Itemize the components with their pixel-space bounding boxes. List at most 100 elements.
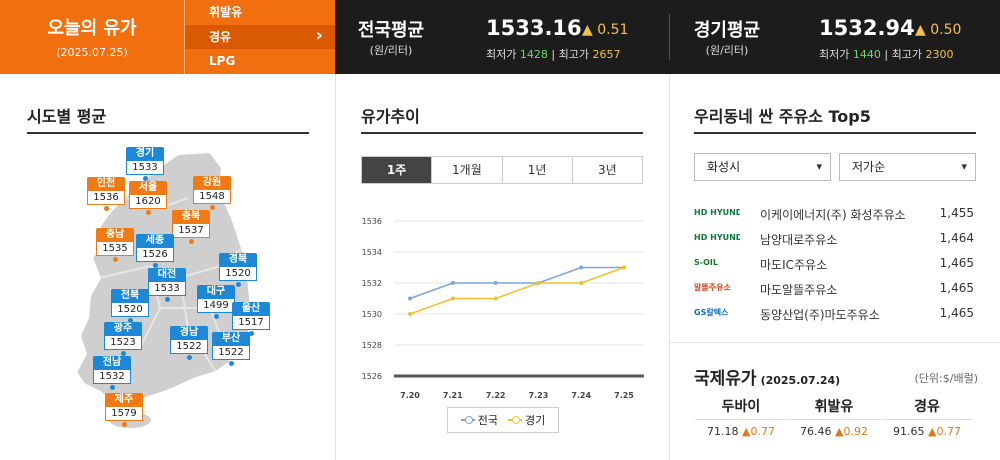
series-line	[409, 266, 624, 300]
region-price: 1499	[197, 299, 235, 313]
region-name: 인천	[87, 177, 125, 191]
station-row[interactable]: HD HYUNDAI OILBANK 남양대로주유소 1,464	[694, 227, 976, 252]
data-point	[408, 312, 412, 316]
region-badge[interactable]: 전남 1532	[93, 356, 131, 390]
station-name: 남양대로주유소	[760, 233, 838, 247]
data-point	[579, 265, 584, 270]
region-badge[interactable]: 경남 1522	[170, 326, 208, 360]
x-tick-label: 7.23	[529, 391, 549, 400]
intl-item-price: 71.18	[707, 425, 743, 438]
national-average-price: 1533.16	[486, 16, 582, 40]
tab-1-year[interactable]: 1년	[501, 157, 572, 183]
national-max-label: 최고가	[558, 48, 589, 61]
tab-3-year[interactable]: 3년	[571, 157, 642, 183]
region-dot	[164, 297, 170, 302]
region-name: 대전	[148, 268, 186, 282]
region-dot	[112, 257, 118, 262]
fuel-menu-diesel[interactable]: 경유	[185, 24, 335, 50]
national-average-label: 전국평균	[357, 20, 425, 41]
region-dot	[152, 263, 158, 268]
intl-item-price: 76.46	[800, 425, 836, 438]
region-dot	[120, 351, 126, 356]
x-tick-label: 7.20	[400, 391, 420, 400]
station-row[interactable]: 알뜰주유소 마도알뜰주유소 1,465	[694, 277, 976, 302]
region-price: 1533	[126, 161, 164, 175]
series-line	[409, 266, 625, 315]
today-price-title: 오늘의 유가	[47, 18, 137, 39]
station-brand-logo: HD HYUNDAI OILBANK	[694, 233, 740, 242]
region-name: 경남	[170, 326, 208, 340]
legend-national: 전국	[460, 412, 498, 428]
intl-item-name: 휘발유	[788, 396, 880, 420]
data-point	[450, 281, 455, 285]
region-badge[interactable]: 강원 1548	[193, 176, 231, 210]
station-row[interactable]: GS칼텍스 동양산업(주)마도주유소 1,465	[694, 302, 976, 327]
fuel-menu-lpg[interactable]: LPG	[209, 54, 236, 69]
region-name: 서울	[129, 181, 167, 195]
top-divider	[669, 14, 670, 60]
intl-item-change: ▲0.92	[835, 425, 868, 438]
region-price: 1520	[111, 303, 149, 317]
fuel-menu-gasoline[interactable]: 휘발유	[209, 5, 243, 19]
station-price: 1,465	[939, 306, 974, 320]
region-dot	[235, 282, 241, 287]
region-dot	[145, 210, 151, 215]
region-dot	[228, 361, 234, 366]
region-badge[interactable]: 대구 1499	[197, 285, 235, 319]
station-brand-logo: S-OIL	[694, 258, 718, 267]
region-dot	[103, 206, 109, 211]
x-tick-label: 7.22	[486, 391, 506, 400]
region-badge[interactable]: 서울 1620	[129, 181, 167, 215]
trend-title: 유가추이	[361, 107, 420, 126]
intl-item-name: 두바이	[695, 396, 787, 420]
data-point	[493, 296, 498, 301]
region-badge[interactable]: 세종 1526	[136, 234, 174, 268]
region-name: 경북	[219, 253, 257, 267]
national-min-label: 최저가	[486, 48, 517, 61]
station-row[interactable]: HD HYUNDAI OILBANK 이케이에너지(주) 화성주유소 1,455	[694, 202, 976, 227]
chart-legend: 전국 경기	[447, 407, 559, 433]
region-badge[interactable]: 충북 1537	[172, 210, 210, 244]
region-badge[interactable]: 전북 1520	[111, 289, 149, 323]
region-price: 1523	[104, 336, 142, 350]
today-price-panel: 오늘의 유가 (2025.07.25)	[0, 0, 184, 74]
gyeonggi-max-value: 2300	[925, 48, 954, 61]
region-badge[interactable]: 울산 1517	[232, 302, 270, 336]
region-name: 부산	[212, 332, 250, 346]
tab-1-week[interactable]: 1주	[362, 157, 432, 183]
y-tick-label: 1534	[362, 248, 382, 257]
region-name: 울산	[232, 302, 270, 316]
region-badge[interactable]: 인천 1536	[87, 177, 125, 211]
region-name: 세종	[136, 234, 174, 248]
gyeonggi-min-max: 최저가 1440 | 최고가 2300	[819, 48, 954, 61]
national-average-change: ▲ 0.51	[582, 22, 629, 38]
region-badge[interactable]: 제주 1579	[105, 393, 143, 427]
region-price: 1620	[129, 195, 167, 209]
region-dot	[127, 318, 133, 323]
region-badge[interactable]: 경북 1520	[219, 253, 257, 287]
region-dot	[109, 385, 115, 390]
region-price: 1526	[136, 248, 174, 262]
data-point	[450, 296, 455, 301]
region-select[interactable]: 화성시	[694, 153, 831, 181]
region-badge[interactable]: 경기 1533	[126, 147, 164, 181]
y-tick-label: 1528	[362, 341, 382, 350]
region-badge[interactable]: 광주 1523	[104, 322, 142, 356]
station-row[interactable]: S-OIL 마도IC주유소 1,465	[694, 252, 976, 277]
region-dot	[121, 422, 127, 427]
legend-gyeonggi: 경기	[508, 412, 545, 428]
region-badge[interactable]: 대전 1533	[148, 268, 186, 302]
gyeonggi-average: 경기평균 (원/리터) 1532.94 ▲ 0.50 최저가 1440 | 최고…	[682, 0, 1000, 74]
region-price: 1517	[232, 316, 270, 330]
fuel-type-menu: 휘발유 경유 LPG	[184, 0, 335, 74]
gyeonggi-max-label: 최고가	[891, 48, 922, 61]
station-price: 1,465	[939, 256, 974, 270]
station-name: 동양산업(주)마도주유소	[760, 308, 880, 322]
tab-1-month[interactable]: 1개월	[431, 157, 501, 183]
regions-title-underline	[27, 132, 309, 134]
national-min-max: 최저가 1428 | 최고가 2657	[486, 48, 621, 61]
sort-select[interactable]: 저가순	[839, 153, 976, 181]
region-badge[interactable]: 충남 1535	[96, 228, 134, 262]
station-price: 1,455	[939, 206, 974, 220]
region-badge[interactable]: 부산 1522	[212, 332, 250, 366]
